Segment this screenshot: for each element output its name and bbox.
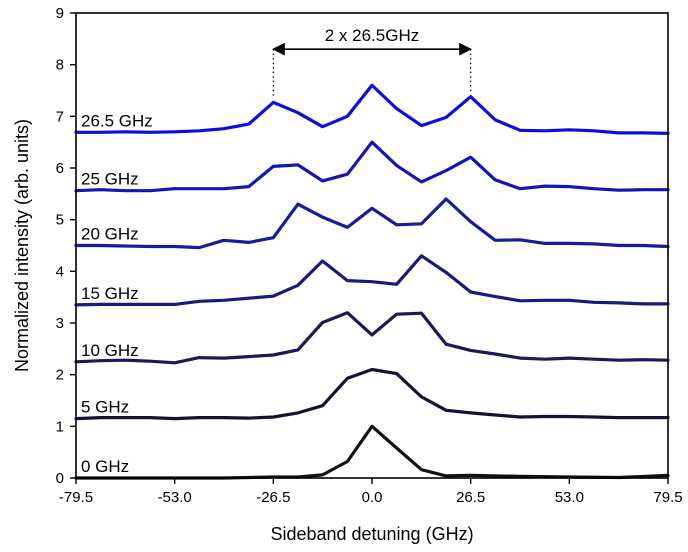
x-tick-label: 0.0 — [362, 489, 383, 506]
series-line-4 — [74, 197, 670, 250]
y-axis-title: Normalized intensity (arb. units) — [12, 119, 32, 372]
x-tick-label: -26.5 — [256, 489, 290, 506]
y-tick-label: 2 — [56, 367, 64, 384]
series-line-6 — [74, 83, 670, 135]
y-tick-label: 5 — [56, 212, 64, 229]
annotation-layer: 2 x 26.5GHz — [272, 26, 472, 99]
x-tick-label: -79.5 — [59, 489, 93, 506]
y-tick-label: 8 — [56, 57, 64, 74]
ticks-layer: -79.5 -53.0 -26.5 0.0 26.5 53.0 79.5 0 1 2 3 4 5 6 7 8 9 — [56, 5, 683, 506]
series-label-3: 15 GHz — [81, 284, 139, 303]
y-tick-label: 7 — [56, 108, 64, 125]
x-tick-label: 26.5 — [456, 489, 485, 506]
series-line-2 — [74, 311, 670, 365]
series-line-5 — [74, 140, 670, 193]
series-label-5: 25 GHz — [81, 170, 139, 189]
y-tick-label: 0 — [56, 470, 64, 487]
series-layer: 0 GHz 5 GHz 10 GHz 15 GHz 20 GHz 25 GHz 26.5 G… — [74, 83, 670, 480]
x-tick-label: 53.0 — [555, 489, 584, 506]
x-axis-title: Sideband detuning (GHz) — [270, 524, 473, 544]
series-line-0 — [74, 424, 670, 480]
series-line-1 — [74, 367, 670, 421]
series-label-4: 20 GHz — [81, 225, 139, 244]
annotation-label: 2 x 26.5GHz — [325, 26, 420, 45]
y-tick-label: 6 — [56, 160, 64, 177]
series-line-3 — [74, 254, 670, 307]
y-tick-label: 4 — [56, 263, 64, 280]
series-label-2: 10 GHz — [81, 341, 139, 360]
series-label-0: 0 GHz — [81, 457, 129, 476]
x-tick-label: 79.5 — [653, 489, 682, 506]
x-tick-label: -53.0 — [158, 489, 192, 506]
series-label-6: 26.5 GHz — [81, 111, 153, 130]
y-tick-label: 9 — [56, 5, 64, 22]
y-tick-label: 1 — [56, 418, 64, 435]
series-label-1: 5 GHz — [81, 398, 129, 417]
y-tick-label: 3 — [56, 315, 64, 332]
